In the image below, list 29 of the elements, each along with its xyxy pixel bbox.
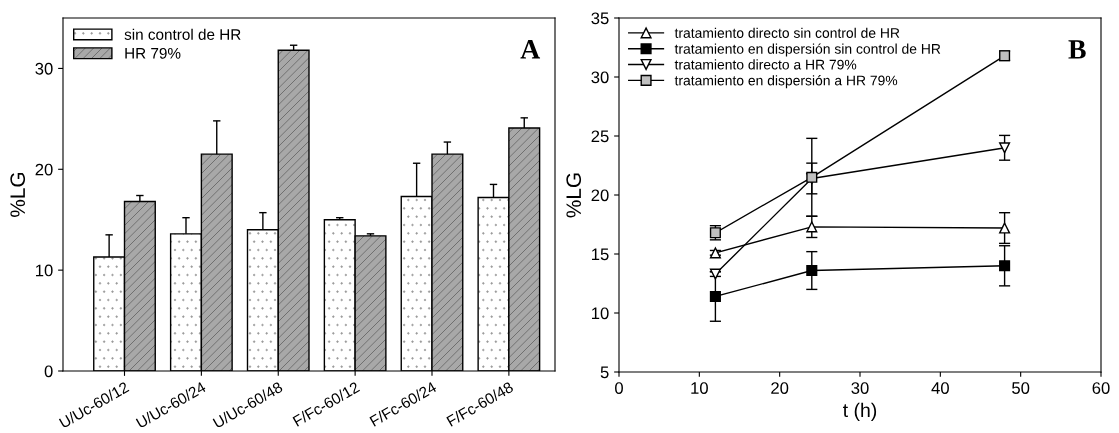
y-tick-label: 10 [592,307,609,320]
x-tick-label: 0 [615,382,623,394]
x-axis-title: t (h) [843,402,877,421]
y-tick-label: 15 [592,248,609,261]
y-tick-label: 30 [591,71,609,84]
x-tick-label: 60 [1092,382,1110,394]
annotation: A [520,40,541,59]
y-tick-label: 35 [591,12,609,25]
y-axis-title: %LG [10,172,26,217]
x-tick-label: 50 [1012,382,1030,394]
legend-label: tratamiento directo a HR 79% [674,59,857,70]
annotation: B [1068,40,1086,59]
x-tick-label: 20 [771,382,789,394]
y-tick-label: 20 [35,163,53,176]
y-tick-label: 20 [591,189,609,202]
x-tick-label: 40 [931,382,949,394]
y-tick-label: 25 [591,130,609,143]
y-tick-label: 10 [36,264,53,277]
legend-label: tratamiento directo sin control de HR [674,27,900,38]
y-axis-title: %LG [566,173,582,218]
legend-label: HR 79% [125,47,181,59]
legend-label: tratamiento en dispersión a HR 79% [674,75,898,89]
y-tick-label: 0 [44,365,53,378]
x-tick-label: 30 [851,382,869,394]
y-tick-label: 5 [600,366,609,379]
legend-label: tratamiento en dispersión sin control de HR [674,43,941,57]
legend-label: sin control de HR [124,28,241,40]
y-tick-label: 30 [35,62,53,75]
x-tick-label: 10 [691,382,708,394]
